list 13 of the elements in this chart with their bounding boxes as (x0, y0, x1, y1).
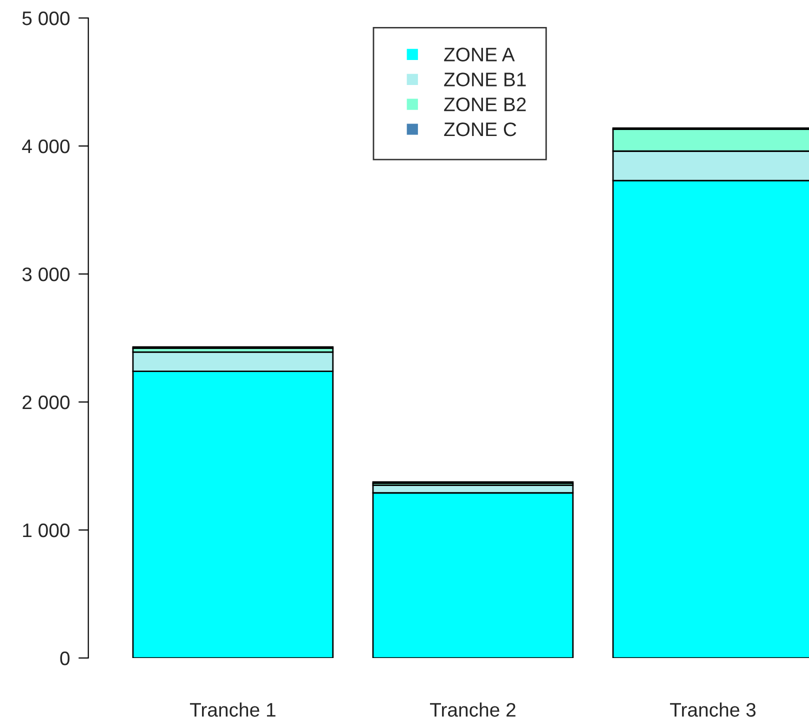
y-tick-label: 3 000 (22, 267, 70, 282)
y-tick-label: 0 (60, 651, 70, 666)
legend-label: ZONE A (444, 48, 515, 62)
legend-label: ZONE B2 (444, 98, 526, 112)
legend-label: ZONE C (444, 122, 516, 136)
y-tick-label: 2 000 (22, 395, 70, 410)
y-tick-label: 4 000 (22, 139, 70, 154)
x-tick-label: Tranche 1 (190, 702, 276, 717)
y-tick-label: 1 000 (23, 523, 70, 538)
x-tick-label: Tranche 2 (430, 702, 516, 717)
y-tick-label: 5 000 (22, 11, 70, 26)
legend-label: ZONE B1 (444, 72, 526, 86)
x-tick-label: Tranche 3 (670, 702, 756, 717)
